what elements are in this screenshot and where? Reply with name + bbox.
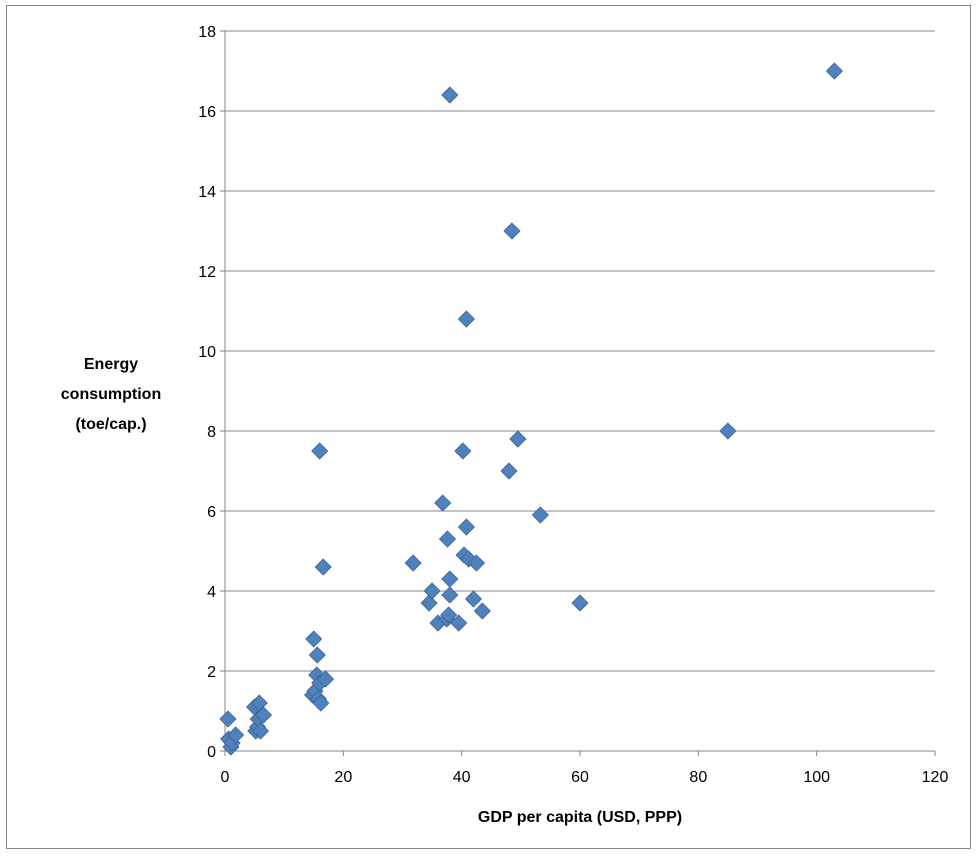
- data-point: [464, 590, 483, 608]
- data-point: [314, 558, 332, 576]
- data-point: [420, 594, 438, 612]
- data-point: [509, 430, 527, 448]
- grid-lines: [225, 30, 935, 672]
- y-tick-label: 18: [198, 24, 216, 41]
- y-tick-label: 14: [198, 184, 216, 201]
- y-axis-title-line-3: (toe/cap.): [75, 416, 146, 433]
- y-tick-label: 16: [198, 104, 216, 121]
- data-point: [423, 582, 441, 600]
- data-point: [254, 706, 273, 724]
- data-point: [441, 586, 459, 604]
- data-point: [531, 506, 549, 524]
- y-tick-label: 6: [207, 504, 216, 521]
- data-point: [305, 630, 323, 648]
- y-tick-label: 2: [207, 664, 216, 681]
- data-point: [441, 570, 459, 588]
- x-tick-labels: 0 20 40 60 80 100 120: [221, 769, 949, 786]
- data-point: [500, 462, 518, 480]
- data-point: [825, 62, 843, 80]
- data-point: [719, 422, 737, 440]
- y-tick-label: 4: [207, 584, 216, 601]
- data-point: [438, 530, 457, 548]
- y-tick-label: 10: [198, 344, 216, 361]
- data-point: [467, 554, 486, 572]
- y-tick-label: 8: [207, 424, 216, 441]
- data-point: [503, 222, 521, 240]
- data-point: [312, 694, 330, 712]
- y-axis-title-line-1: Energy: [84, 356, 138, 373]
- chart-frame: [6, 5, 971, 849]
- data-point: [227, 726, 245, 744]
- x-tick-label: 120: [922, 769, 949, 786]
- data-point: [454, 442, 472, 460]
- data-point: [457, 518, 475, 536]
- data-point: [571, 594, 589, 612]
- axes: [220, 30, 936, 756]
- data-point: [450, 614, 468, 632]
- x-tick-label: 20: [334, 769, 352, 786]
- x-tick-label: 80: [689, 769, 707, 786]
- data-point: [219, 710, 237, 728]
- data-point: [457, 310, 475, 328]
- y-tick-label: 12: [198, 264, 216, 281]
- x-tick-label: 0: [221, 769, 230, 786]
- data-point: [251, 722, 270, 740]
- data-point: [311, 442, 329, 460]
- data-point: [473, 602, 491, 620]
- y-tick-labels: 0 2 4 6 8 10 12 14 16 18: [198, 24, 216, 761]
- x-tick-label: 60: [571, 769, 589, 786]
- x-tick-label: 40: [453, 769, 471, 786]
- data-points: [219, 62, 843, 756]
- data-point: [441, 86, 459, 104]
- x-axis-title: GDP per capita (USD, PPP): [478, 809, 682, 826]
- y-axis-title-line-2: consumption: [61, 386, 161, 403]
- data-point: [434, 494, 452, 512]
- data-point: [404, 554, 422, 572]
- data-point: [317, 670, 335, 688]
- data-point: [440, 606, 458, 624]
- x-tick-label: 100: [803, 769, 830, 786]
- y-tick-label: 0: [207, 744, 216, 761]
- data-point: [308, 646, 326, 664]
